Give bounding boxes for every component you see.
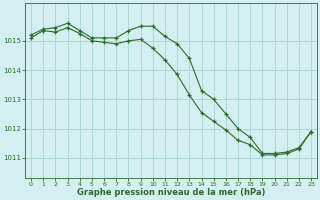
X-axis label: Graphe pression niveau de la mer (hPa): Graphe pression niveau de la mer (hPa) [77,188,265,197]
